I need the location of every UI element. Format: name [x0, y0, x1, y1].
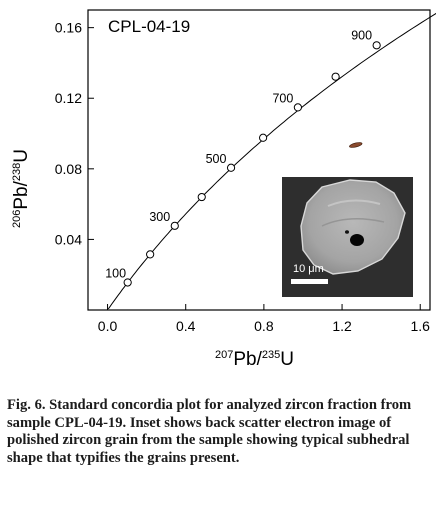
age-marker-400 — [197, 192, 206, 202]
x-tick-label: 0.0 — [98, 318, 118, 334]
scale-bar — [291, 279, 328, 284]
grain-inclusion — [350, 234, 364, 246]
y-label-iso: 206 — [11, 210, 23, 228]
x-tick-label: 0.8 — [254, 318, 274, 334]
y-axis-label: 206Pb/238U — [11, 149, 32, 228]
age-marker-600 — [259, 133, 268, 142]
y-tick-label: 0.16 — [55, 20, 82, 36]
x-label-slash: / — [257, 349, 263, 370]
age-labels: 100 300 500 700 900 — [105, 28, 372, 280]
plot-frame — [87, 9, 431, 311]
age-label-300: 300 — [149, 210, 170, 224]
x-tick-label: 0.4 — [176, 318, 196, 334]
y-label-sub: 238 — [11, 163, 23, 181]
inset-bse-image: 10 μm — [282, 177, 413, 297]
figure-caption: Fig. 6. Standard concordia plot for anal… — [7, 397, 431, 467]
y-axis: 0.04 0.08 0.12 0.16 — [55, 20, 94, 247]
grain-zoning-2 — [321, 218, 385, 227]
x-tick-label: 1.2 — [332, 318, 352, 334]
age-marker-300 — [170, 221, 179, 230]
y-label-tail: U — [11, 149, 32, 163]
concordia-chart: 0.0 0.4 0.8 1.2 1.6 0.04 0.08 0.12 0.16 100 300 5… — [11, 9, 436, 370]
age-marker-900 — [372, 41, 381, 50]
age-label-700: 700 — [272, 91, 293, 105]
x-label-sub: 235 — [262, 349, 280, 361]
age-markers — [123, 41, 381, 287]
y-label-slash: / — [11, 180, 32, 186]
data-point — [349, 142, 363, 148]
x-label-tail: U — [280, 349, 294, 370]
age-marker-800 — [331, 72, 340, 81]
age-marker-700 — [293, 103, 302, 112]
x-label-base: Pb — [233, 349, 256, 370]
caption-label: Fig. 6. — [7, 397, 46, 413]
age-label-900: 900 — [351, 28, 372, 42]
grain-zoning — [327, 199, 381, 207]
age-marker-500 — [226, 163, 236, 172]
x-axis-label: 207Pb/235U — [215, 349, 294, 370]
chart-title: CPL-04-19 — [108, 17, 190, 36]
x-label-iso: 207 — [215, 349, 233, 361]
age-marker-100 — [123, 278, 132, 287]
age-label-100: 100 — [105, 266, 126, 280]
age-label-500: 500 — [206, 152, 227, 166]
age-marker-200 — [146, 250, 155, 259]
grain-inclusion-small — [345, 230, 349, 234]
y-tick-label: 0.04 — [55, 231, 82, 247]
x-tick-label: 1.6 — [410, 318, 430, 334]
y-tick-label: 0.08 — [55, 161, 82, 177]
x-axis: 0.0 0.4 0.8 1.2 1.6 — [98, 304, 430, 334]
caption-text: Standard concordia plot for analyzed zir… — [7, 397, 412, 466]
y-label-base: Pb — [11, 186, 32, 209]
scale-bar-label: 10 μm — [293, 263, 324, 275]
y-tick-label: 0.12 — [55, 90, 82, 106]
